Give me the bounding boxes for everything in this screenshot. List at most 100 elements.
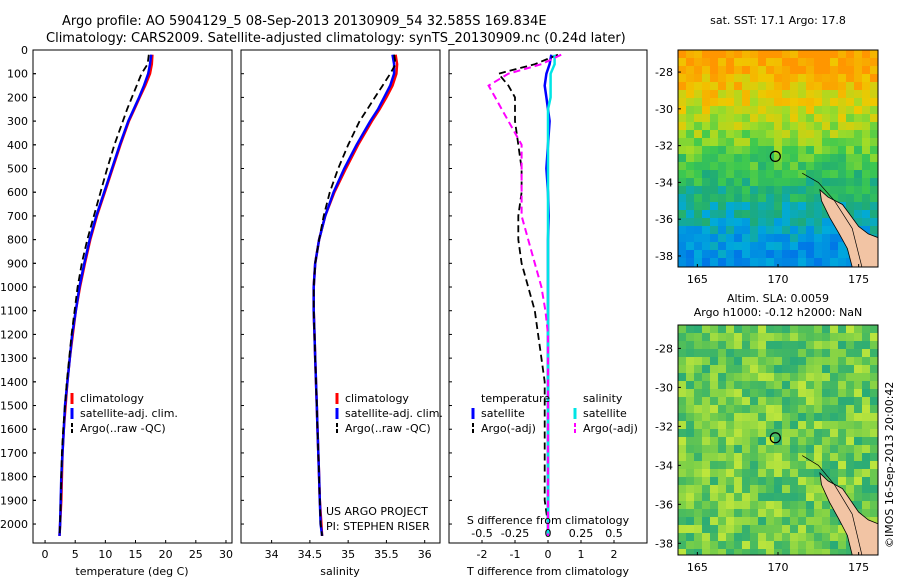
map-cell xyxy=(790,501,798,509)
map-x-tick-label: 170 xyxy=(768,561,789,574)
map-cell xyxy=(686,357,694,365)
map-cell xyxy=(710,501,718,509)
depth-tick-label: 1200 xyxy=(0,328,28,341)
map-cell xyxy=(870,437,878,445)
map-cell xyxy=(782,74,790,82)
sla-map xyxy=(678,325,878,555)
s-diff-tick-label: 0.25 xyxy=(569,527,594,540)
depth-tick-label: 1300 xyxy=(0,352,28,365)
map-cell xyxy=(838,341,846,349)
map-cell xyxy=(862,186,870,194)
map-cell xyxy=(686,461,694,469)
map-cell xyxy=(782,170,790,178)
map-cell xyxy=(702,525,710,533)
map-cell xyxy=(798,106,806,114)
series-line-satellite-adj-clim- xyxy=(312,54,396,537)
map-cell xyxy=(678,485,686,493)
map-cell xyxy=(806,178,814,186)
salinity-panel-frame xyxy=(240,49,441,544)
map-cell xyxy=(710,58,718,66)
map-cell xyxy=(742,549,750,555)
map-cell xyxy=(798,365,806,373)
map-cell xyxy=(678,178,686,186)
map-cell xyxy=(862,397,870,405)
map-cell xyxy=(726,202,734,210)
map-cell xyxy=(782,485,790,493)
map-cell xyxy=(790,218,798,226)
map-cell xyxy=(702,58,710,66)
map-cell xyxy=(742,469,750,477)
map-cell xyxy=(686,122,694,130)
map-cell xyxy=(678,82,686,90)
x-tick-label: 20 xyxy=(159,548,173,561)
map-cell xyxy=(678,210,686,218)
map-cell xyxy=(854,98,862,106)
map-cell xyxy=(830,429,838,437)
map-cell xyxy=(750,373,758,381)
map-cell xyxy=(758,421,766,429)
map-cell xyxy=(718,517,726,525)
map-cell xyxy=(774,162,782,170)
map-cell xyxy=(782,477,790,485)
map-cell xyxy=(870,218,878,226)
map-cell xyxy=(846,429,854,437)
map-cell xyxy=(702,138,710,146)
map-cell xyxy=(734,226,742,234)
map-cell xyxy=(718,325,726,333)
map-cell xyxy=(750,453,758,461)
map-cell xyxy=(726,258,734,266)
map-cell xyxy=(830,437,838,445)
map-cell xyxy=(774,381,782,389)
map-cell xyxy=(678,106,686,114)
map-cell xyxy=(694,533,702,541)
map-cell xyxy=(806,461,814,469)
map-cell xyxy=(702,250,710,258)
map-cell xyxy=(726,541,734,549)
map-cell xyxy=(750,381,758,389)
map-cell xyxy=(686,453,694,461)
map-cell xyxy=(742,58,750,66)
map-cell xyxy=(758,178,766,186)
map-cell xyxy=(790,365,798,373)
map-cell xyxy=(734,194,742,202)
map-cell xyxy=(758,461,766,469)
map-cell xyxy=(686,98,694,106)
map-cell xyxy=(678,333,686,341)
map-cell xyxy=(822,82,830,90)
map-cell xyxy=(694,154,702,162)
map-cell xyxy=(766,138,774,146)
map-cell xyxy=(854,493,862,501)
salinity-xlabel: salinity xyxy=(320,565,360,578)
map-cell xyxy=(814,194,822,202)
map-cell xyxy=(710,381,718,389)
map-cell xyxy=(870,397,878,405)
map-cell xyxy=(806,90,814,98)
map-cell xyxy=(694,517,702,525)
map-cell xyxy=(838,421,846,429)
map-cell xyxy=(814,170,822,178)
map-cell xyxy=(718,341,726,349)
map-cell xyxy=(798,461,806,469)
map-cell xyxy=(790,90,798,98)
map-cell xyxy=(838,525,846,533)
map-cell xyxy=(822,533,830,541)
map-cell xyxy=(782,445,790,453)
map-cell xyxy=(790,258,798,266)
map-cell xyxy=(870,445,878,453)
map-cell xyxy=(782,549,790,555)
map-cell xyxy=(814,429,822,437)
map-cell xyxy=(686,421,694,429)
map-cell xyxy=(870,485,878,493)
map-cell xyxy=(814,477,822,485)
map-cell xyxy=(806,74,814,82)
x-tick-label: 34.5 xyxy=(298,548,323,561)
map-cell xyxy=(742,122,750,130)
map-cell xyxy=(710,226,718,234)
map-cell xyxy=(734,210,742,218)
map-cell xyxy=(742,162,750,170)
map-cell xyxy=(694,218,702,226)
map-cell xyxy=(798,541,806,549)
map-cell xyxy=(686,218,694,226)
argo-position-marker xyxy=(769,432,781,444)
map-cell xyxy=(798,485,806,493)
